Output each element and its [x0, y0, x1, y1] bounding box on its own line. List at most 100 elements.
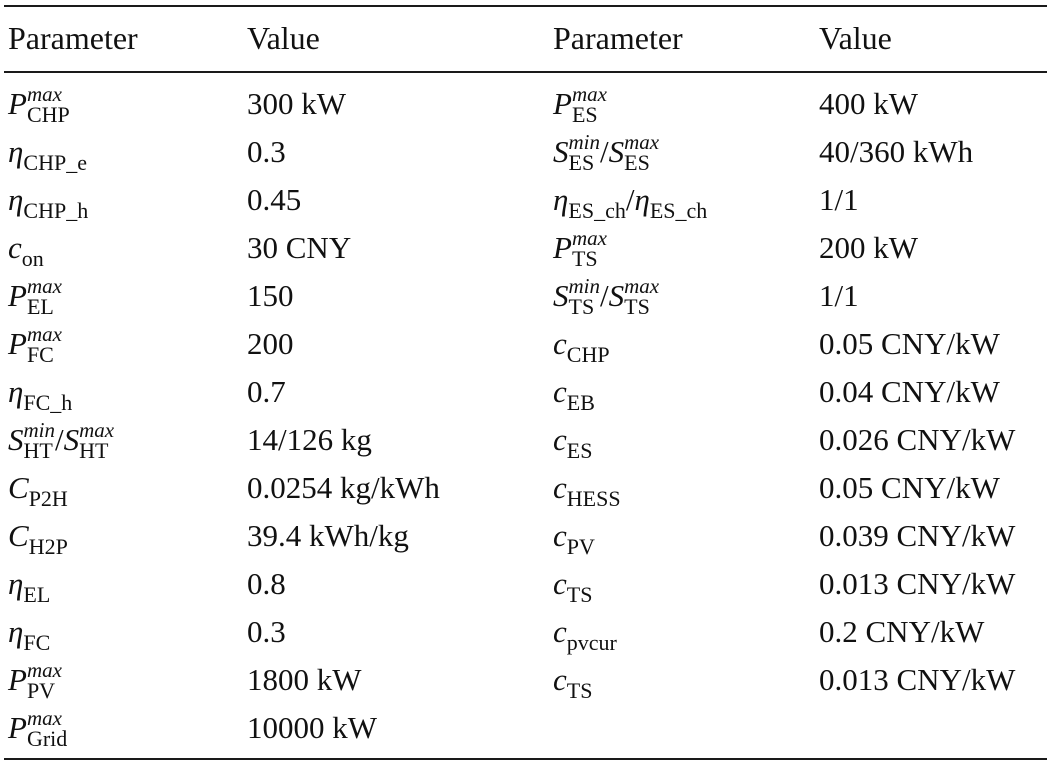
left-value-7: 14/126 kg	[247, 422, 372, 457]
right-parameter-8: cHESS	[553, 464, 621, 515]
symbol-subscript: TS	[566, 582, 593, 607]
symbol-base: S	[553, 134, 569, 169]
symbol-subscript: CHP_e	[23, 150, 87, 175]
symbol-base: c	[553, 470, 567, 505]
right-value-1: 40/360 kWh	[819, 134, 974, 169]
right-parameter-11: cpvcur	[553, 608, 617, 659]
symbol-base: P	[553, 86, 572, 121]
header-parameter-left: Parameter	[8, 20, 138, 56]
symbol-base: P	[8, 278, 27, 313]
table-row: ηEL 0.8 cTS 0.013 CNY/kW	[4, 560, 1047, 608]
symbol-subscript: TS	[571, 245, 598, 271]
symbol-base: c	[553, 374, 567, 409]
symbol-superscript: max	[624, 129, 660, 154]
right-value-7: 0.026 CNY/kW	[819, 422, 1016, 457]
left-value-2: 0.45	[247, 182, 302, 217]
left-parameter-11: ηFC	[8, 608, 50, 659]
table-row: ηCHP_h 0.45 ηES_ch/ηES_ch 1/1	[4, 176, 1047, 224]
symbol-base: c	[553, 662, 567, 697]
right-value-0: 400 kW	[819, 86, 919, 121]
symbol-script: min TS	[568, 273, 601, 319]
right-parameter-5: cCHP	[553, 320, 610, 371]
symbol-base: η	[8, 374, 24, 409]
right-value-11: 0.2 CNY/kW	[819, 614, 985, 649]
left-value-11: 0.3	[247, 614, 286, 649]
symbol-subscript: EL	[23, 582, 51, 607]
left-parameter-2: ηCHP_h	[8, 176, 88, 227]
symbol-base: S	[8, 422, 24, 457]
right-parameter-12: cTS	[553, 656, 592, 707]
symbol-superscript: min	[568, 273, 601, 298]
symbol-base: η	[8, 566, 24, 601]
header-value-left: Value	[247, 20, 320, 56]
symbol-base: η	[553, 182, 569, 217]
right-value-3: 200 kW	[819, 230, 919, 265]
right-parameter-2: ηES_ch/ηES_ch	[553, 176, 707, 227]
symbol-subscript: PV	[26, 677, 56, 703]
left-parameter-10: ηEL	[8, 560, 50, 611]
ratio-slash: /	[55, 422, 64, 457]
symbol-script: min ES	[568, 129, 601, 175]
symbol-base: S	[63, 422, 80, 457]
left-value-6: 0.7	[247, 374, 286, 409]
symbol-superscript: max	[26, 81, 62, 106]
symbol-subscript: P2H	[28, 486, 68, 511]
symbol-subscript: FC_h	[23, 390, 73, 415]
right-value-5: 0.05 CNY/kW	[819, 326, 1000, 361]
left-value-4: 150	[247, 278, 294, 313]
symbol-superscript: max	[26, 657, 62, 682]
symbol-subscript: CHP	[566, 342, 610, 367]
symbol-subscript: EB	[566, 390, 595, 415]
symbol-script: max TS	[624, 273, 660, 319]
symbol-subscript: H2P	[28, 534, 68, 559]
left-value-10: 0.8	[247, 566, 286, 601]
symbol-script: max HT	[79, 419, 114, 463]
right-value-4: 1/1	[819, 278, 859, 313]
right-parameter-10: cTS	[553, 560, 592, 611]
right-value-10: 0.013 CNY/kW	[819, 566, 1016, 601]
symbol-subscript: TS	[624, 293, 650, 319]
symbol-subscript: TS	[568, 293, 595, 319]
right-parameter-6: cEB	[553, 368, 595, 419]
symbol-subscript: HT	[79, 437, 109, 463]
symbol-base: c	[553, 518, 567, 553]
symbol-superscript: min	[23, 417, 56, 442]
symbol-base: η	[634, 182, 650, 217]
symbol-subscript: ES	[571, 101, 598, 127]
table-row: ηFC_h 0.7 cEB 0.04 CNY/kW	[4, 368, 1047, 416]
table-row: CP2H 0.0254 kg/kWh cHESS 0.05 CNY/kW	[4, 464, 1047, 512]
top-rule	[4, 5, 1047, 7]
left-parameter-3: con	[8, 224, 44, 275]
symbol-subscript: ES	[568, 149, 595, 175]
right-value-6: 0.04 CNY/kW	[819, 374, 1000, 409]
symbol-subscript: EL	[26, 293, 54, 319]
symbol-superscript: max	[571, 225, 607, 250]
ratio-slash: /	[625, 182, 635, 217]
symbol-subscript: CHP	[26, 101, 70, 127]
left-parameter-9: CH2P	[8, 512, 68, 563]
header-rule	[4, 71, 1047, 73]
symbol-subscript: HESS	[566, 486, 621, 511]
right-value-9: 0.039 CNY/kW	[819, 518, 1016, 553]
table-row: ηFC 0.3 cpvcur 0.2 CNY/kW	[4, 608, 1047, 656]
symbol-subscript: Grid	[26, 725, 68, 751]
left-value-3: 30 CNY	[247, 230, 352, 265]
header-row: Parameter Value Parameter Value	[4, 7, 1047, 71]
symbol-script: max CHP	[26, 81, 70, 127]
symbol-base: C	[8, 470, 29, 505]
header-parameter-right: Parameter	[553, 20, 683, 56]
symbol-superscript: max	[26, 273, 62, 298]
symbol-subscript: FC	[26, 341, 54, 367]
header-value-right: Value	[819, 20, 892, 56]
symbol-superscript: max	[624, 273, 660, 298]
symbol-base: S	[553, 278, 569, 313]
left-value-9: 39.4 kWh/kg	[247, 518, 409, 553]
symbol-superscript: min	[568, 129, 601, 154]
